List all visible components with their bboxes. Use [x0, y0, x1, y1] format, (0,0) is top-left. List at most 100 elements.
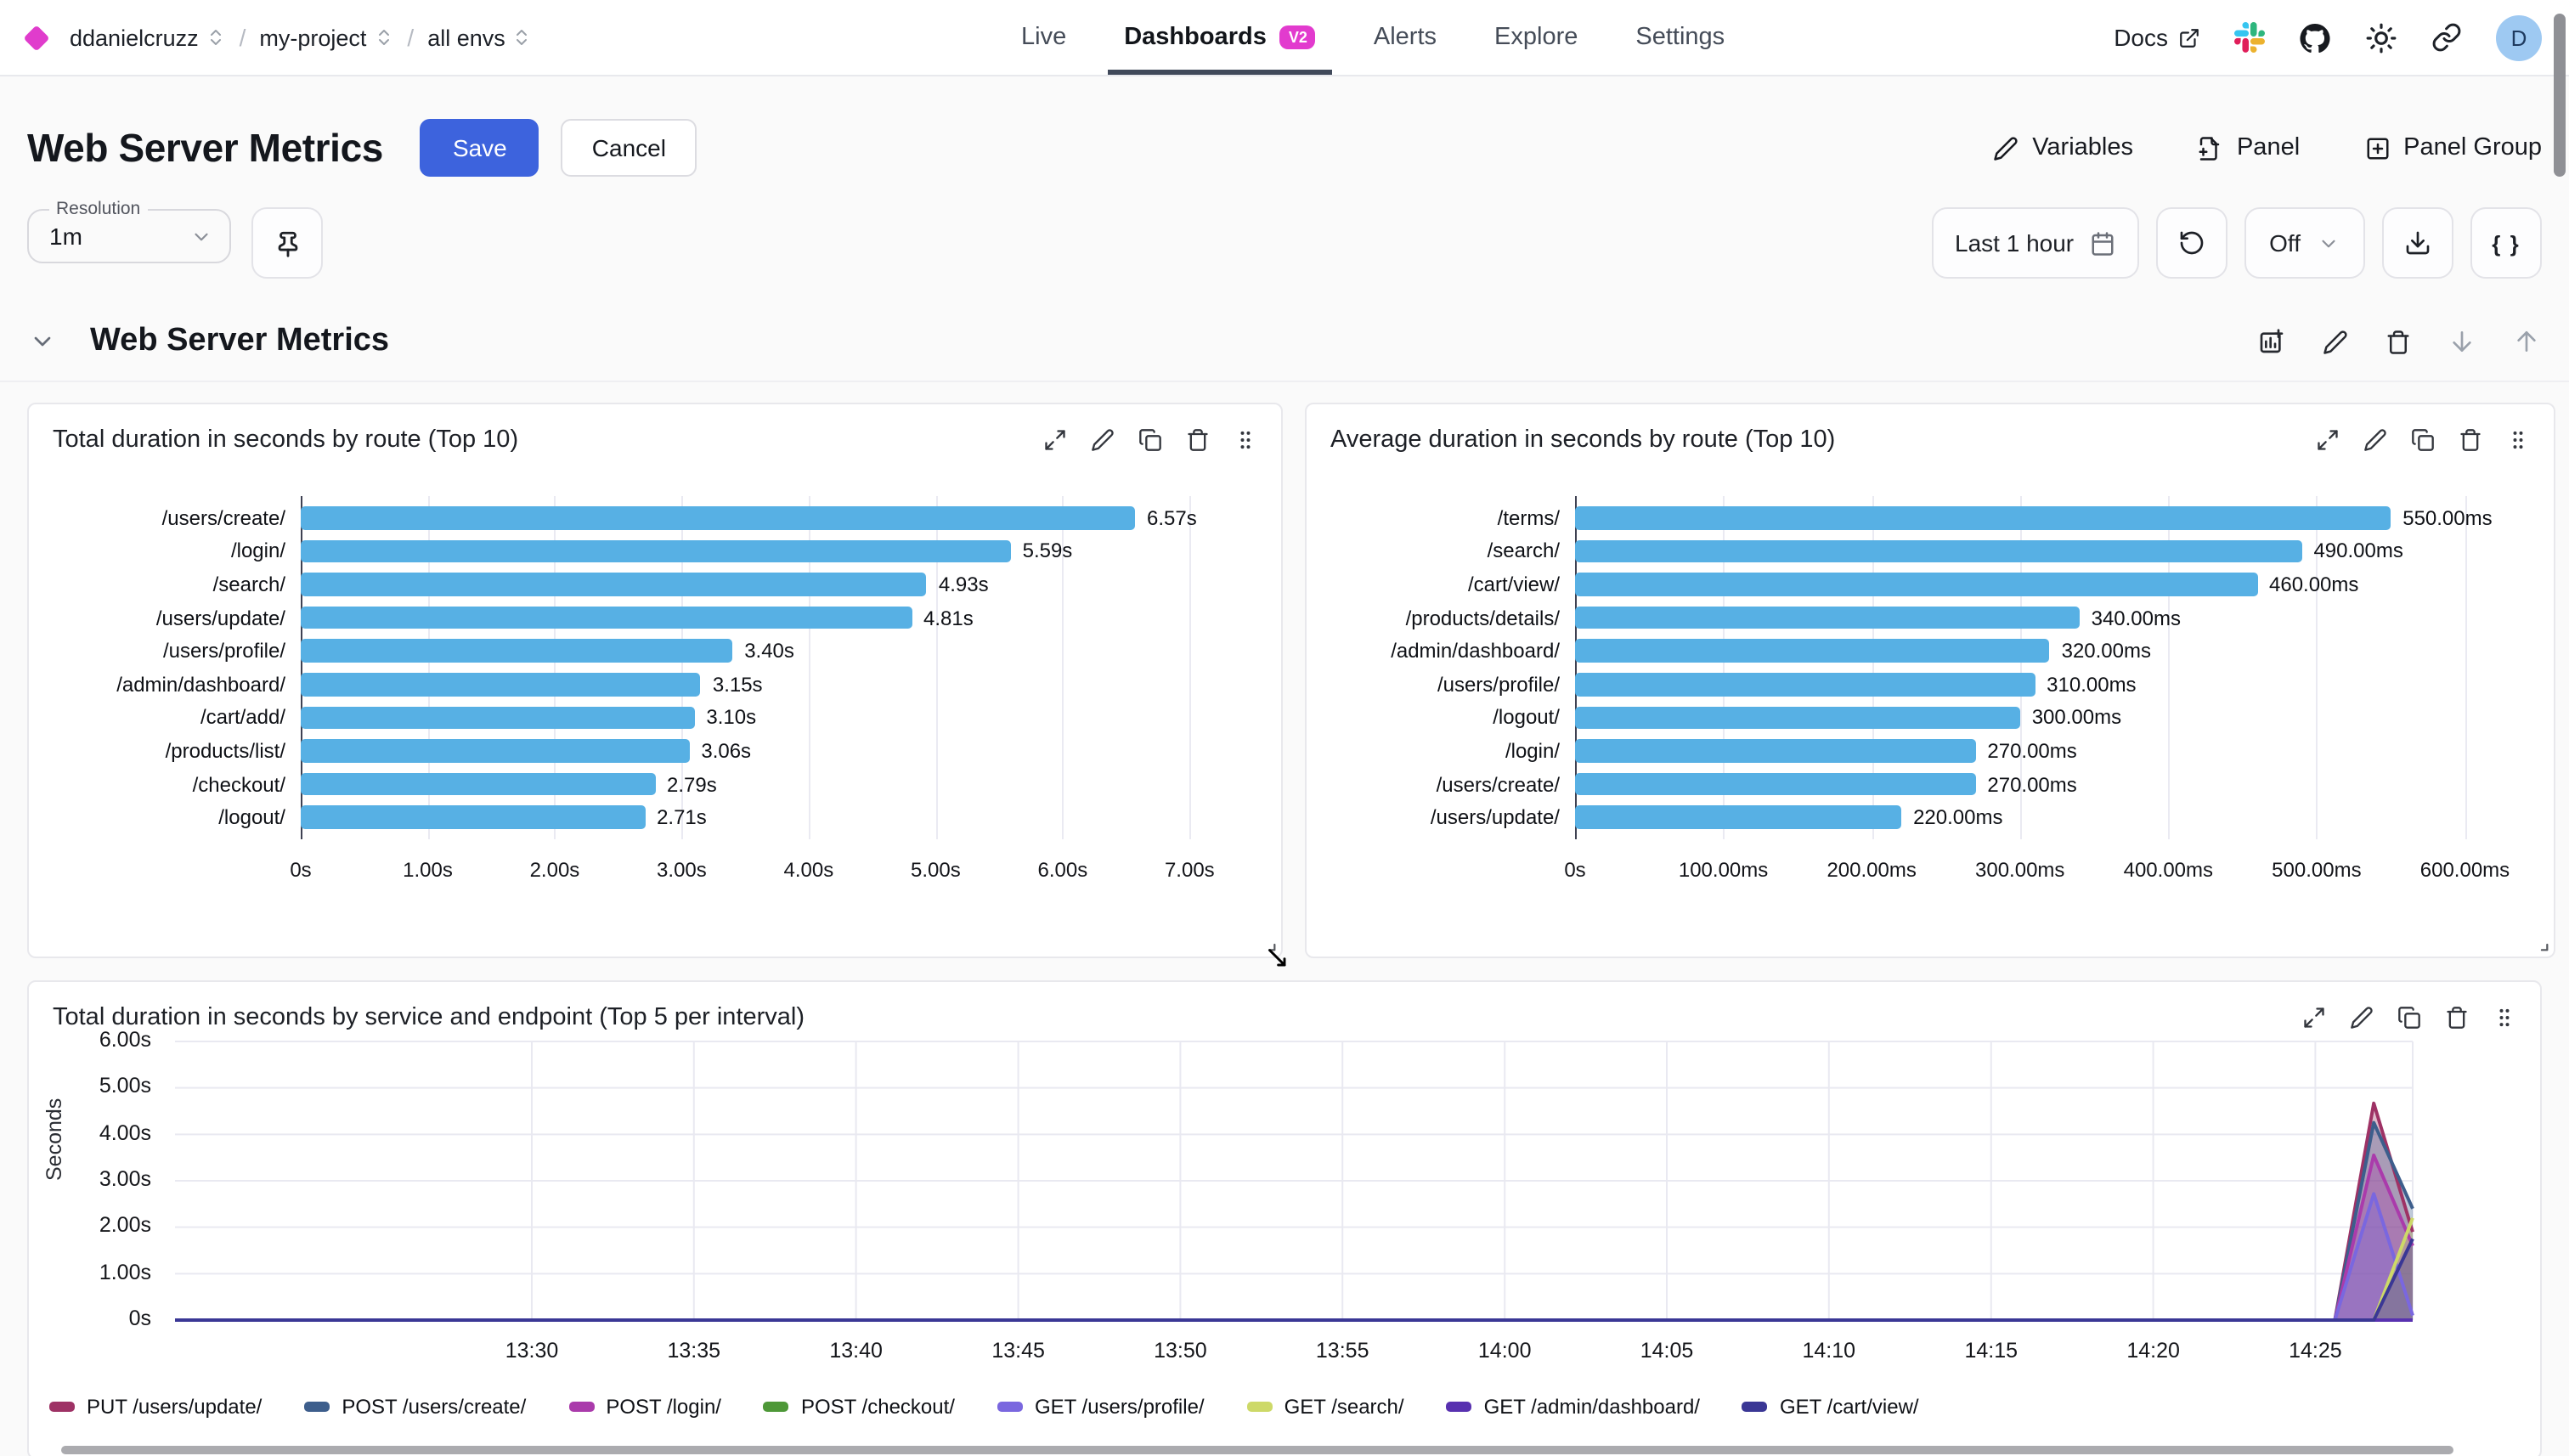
tab-live[interactable]: Live [1021, 24, 1067, 51]
legend-swatch [49, 1402, 75, 1412]
bar[interactable]: 460.00ms [1575, 573, 2358, 596]
pencil-icon[interactable] [2363, 428, 2387, 452]
expand-icon[interactable] [1043, 428, 1067, 452]
pin-resolution-button[interactable] [251, 207, 323, 279]
bar[interactable]: 270.00ms [1575, 772, 2077, 796]
bar-value-label: 4.81s [923, 606, 974, 630]
bar[interactable]: 270.00ms [1575, 739, 2077, 763]
bar[interactable]: 4.81s [301, 606, 974, 629]
github-icon[interactable] [2299, 21, 2331, 54]
expand-icon[interactable] [2302, 1006, 2326, 1030]
breadcrumb-env-selector[interactable]: all envs [427, 25, 533, 50]
collapse-chevron-icon[interactable] [29, 328, 56, 355]
tab-explore[interactable]: Explore [1494, 24, 1578, 51]
bar[interactable]: 4.93s [301, 573, 989, 596]
pencil-icon[interactable] [2350, 1006, 2374, 1030]
bar[interactable]: 5.59s [301, 539, 1072, 563]
panel-group-title: Web Server Metrics [90, 323, 390, 358]
expand-icon[interactable] [2316, 428, 2340, 452]
bar[interactable]: 3.15s [301, 673, 763, 697]
vertical-scrollbar[interactable] [2554, 14, 2566, 177]
horizontal-scrollbar[interactable] [61, 1446, 2453, 1454]
pencil-icon[interactable] [2323, 329, 2348, 354]
json-config-button[interactable]: { } [2470, 207, 2542, 279]
bar[interactable]: 300.00ms [1575, 706, 2121, 730]
bar-category-label: /users/create/ [161, 505, 285, 530]
refresh-button[interactable] [2155, 207, 2227, 279]
x-axis-tick: 14:00 [1477, 1339, 1532, 1363]
time-range-picker[interactable]: Last 1 hour [1931, 207, 2139, 279]
tab-alerts[interactable]: Alerts [1373, 24, 1437, 51]
theme-toggle-icon[interactable] [2365, 21, 2397, 54]
legend-label: GET /search/ [1284, 1395, 1404, 1419]
docs-link[interactable]: Docs [2114, 24, 2200, 51]
resize-corner-icon[interactable] [2532, 934, 2550, 953]
legend-item[interactable]: POST /checkout/ [763, 1395, 955, 1419]
dashboard-toolbar: Resolution 1m Last 1 hour Off [0, 199, 2569, 279]
legend-swatch [1246, 1402, 1273, 1412]
tab-dashboards[interactable]: Dashboards V2 [1107, 0, 1333, 75]
external-link-icon [2178, 26, 2200, 48]
trash-icon[interactable] [1186, 428, 1210, 452]
add-panel-button[interactable]: Panel [2198, 134, 2300, 161]
breadcrumb-project-selector[interactable]: my-project [259, 25, 393, 50]
resize-cursor-icon[interactable] [1264, 945, 1291, 972]
bar[interactable]: 6.57s [301, 506, 1197, 530]
variables-button[interactable]: Variables [1993, 134, 2133, 161]
legend-swatch [1742, 1402, 1768, 1412]
pencil-icon[interactable] [1091, 428, 1115, 452]
save-button[interactable]: Save [420, 119, 539, 177]
bar[interactable]: 220.00ms [1575, 805, 2002, 829]
download-icon [2404, 229, 2431, 257]
move-up-icon[interactable] [2513, 328, 2540, 355]
move-down-icon[interactable] [2448, 328, 2476, 355]
drag-handle-icon[interactable] [2506, 428, 2530, 452]
copy-icon[interactable] [2397, 1006, 2421, 1030]
resolution-select[interactable]: Resolution 1m [27, 199, 231, 263]
bar[interactable]: 3.06s [301, 739, 751, 763]
tab-settings[interactable]: Settings [1635, 24, 1725, 51]
legend-item[interactable]: POST /login/ [568, 1395, 721, 1419]
add-panel-group-button[interactable]: Panel Group [2364, 134, 2542, 161]
legend-label: GET /admin/dashboard/ [1483, 1395, 1700, 1419]
legend-item[interactable]: PUT /users/update/ [49, 1395, 262, 1419]
bar[interactable]: 320.00ms [1575, 639, 2151, 663]
bar[interactable]: 2.71s [301, 805, 707, 829]
trash-icon[interactable] [2386, 329, 2411, 354]
drag-handle-icon[interactable] [2493, 1006, 2516, 1030]
legend-item[interactable]: GET /search/ [1246, 1395, 1404, 1419]
bar[interactable]: 490.00ms [1575, 539, 2403, 563]
bar-row: /users/profile/ 3.40s [29, 635, 1281, 668]
download-button[interactable] [2382, 207, 2453, 279]
bar[interactable]: 310.00ms [1575, 673, 2137, 697]
bar-value-label: 4.93s [938, 572, 989, 596]
legend-label: POST /login/ [606, 1395, 721, 1419]
drag-handle-icon[interactable] [1234, 428, 1257, 452]
bar[interactable]: 3.40s [301, 639, 794, 663]
bar-chart-average-duration: /terms/ 550.00ms /search/ 490.00ms /cart… [1307, 496, 2554, 889]
avatar[interactable]: D [2496, 14, 2542, 60]
bar[interactable]: 2.79s [301, 772, 717, 796]
bar[interactable]: 340.00ms [1575, 606, 2181, 629]
y-axis-tick: 5.00s [99, 1074, 151, 1098]
breadcrumb-org-selector[interactable]: ddanielcruzz [70, 25, 226, 50]
legend-item[interactable]: GET /admin/dashboard/ [1446, 1395, 1700, 1419]
share-link-icon[interactable] [2431, 22, 2462, 53]
grid-line [681, 496, 684, 839]
copy-icon[interactable] [1138, 428, 1162, 452]
cancel-button[interactable]: Cancel [561, 119, 697, 177]
copy-icon[interactable] [2411, 428, 2435, 452]
bar[interactable]: 550.00ms [1575, 506, 2493, 530]
legend-item[interactable]: POST /users/create/ [304, 1395, 526, 1419]
add-chart-icon[interactable] [2258, 328, 2285, 355]
trash-icon[interactable] [2445, 1006, 2469, 1030]
trash-icon[interactable] [2459, 428, 2482, 452]
legend-item[interactable]: GET /users/profile/ [997, 1395, 1205, 1419]
slack-icon[interactable] [2234, 22, 2265, 53]
auto-refresh-select[interactable]: Off [2244, 207, 2365, 279]
plot-area[interactable] [175, 1041, 2414, 1322]
bar[interactable]: 3.10s [301, 706, 756, 730]
legend-swatch [304, 1402, 330, 1412]
legend-item[interactable]: GET /cart/view/ [1742, 1395, 1919, 1419]
